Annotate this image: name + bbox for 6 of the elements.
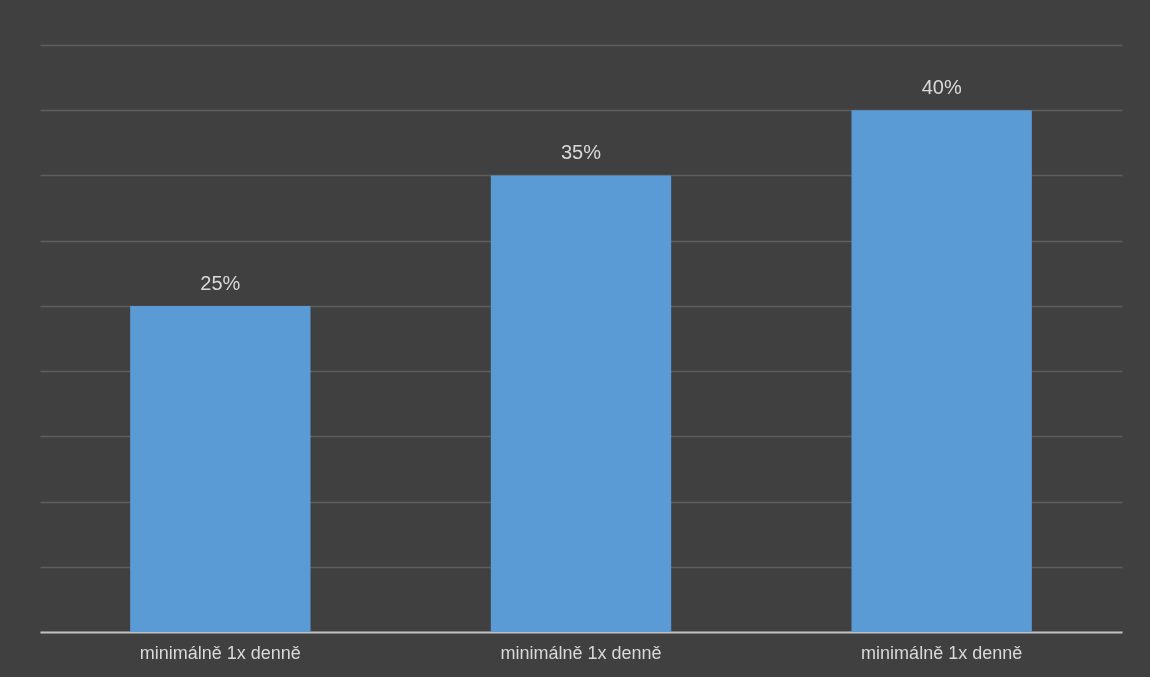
data-label: 40% xyxy=(921,76,962,99)
data-label: 35% xyxy=(560,141,602,164)
data-label: 25% xyxy=(200,271,241,294)
x-tick-label: minimálně 1x denně xyxy=(139,642,301,663)
x-tick-label: minimálně 1x denně xyxy=(500,642,662,663)
x-tick-label: minimálně 1x denně xyxy=(861,642,1023,663)
